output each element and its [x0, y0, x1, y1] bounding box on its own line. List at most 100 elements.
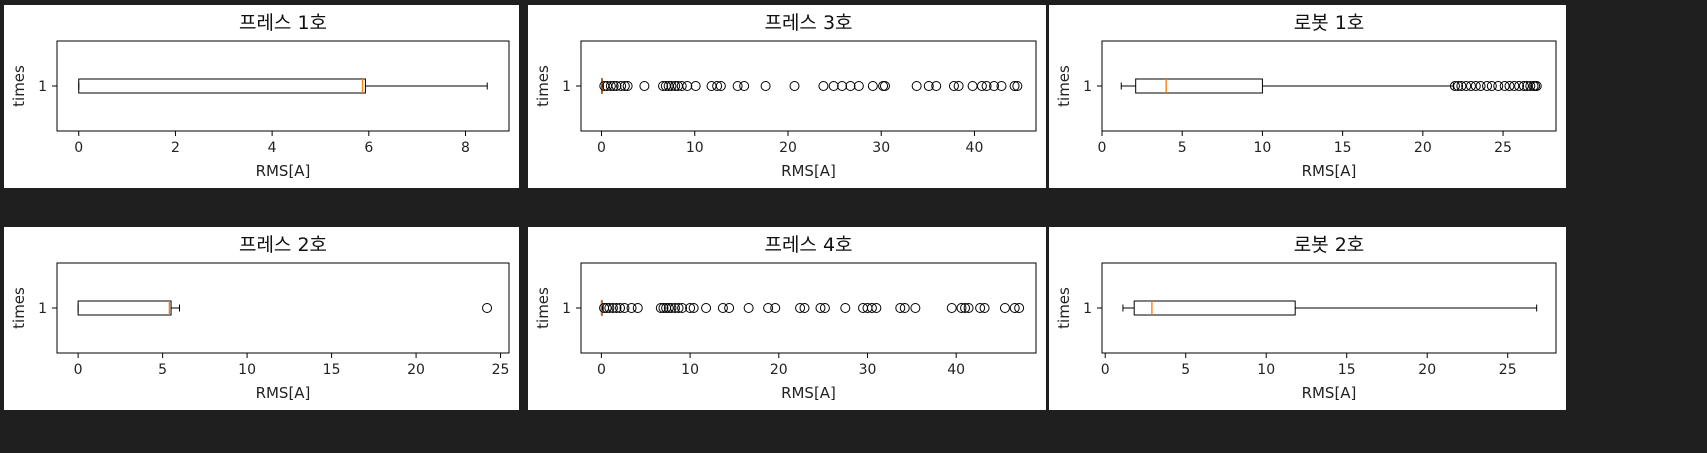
outlier-point: [670, 81, 681, 91]
chart-svg: 프레스 3호 0 10 20 30 40 1 RMS[A] times: [534, 12, 1037, 180]
outlier-point: [795, 303, 806, 313]
chart-title: 프레스 2호: [239, 234, 327, 256]
outlier-point: [837, 81, 848, 91]
x-tick-label: 10: [238, 362, 256, 378]
outlier-point: [666, 81, 677, 91]
outlier-point: [956, 303, 967, 313]
x-tick-label: 5: [1178, 140, 1187, 156]
y-axis-label: times: [10, 287, 28, 329]
x-tick-label: 0: [597, 140, 606, 156]
outlier-point: [677, 303, 688, 313]
chart-panel-press2: 프레스 2호 0 5 10 15 20 25 1 RMS[A] times: [4, 227, 519, 410]
outlier-point: [975, 303, 986, 313]
outlier-point: [658, 81, 669, 91]
outlier-point: [607, 303, 618, 313]
chart-title: 프레스 1호: [239, 12, 327, 34]
outlier-point: [840, 303, 851, 313]
outlier-point: [799, 303, 810, 313]
iqr-box: [77, 300, 172, 316]
axes-frame: [580, 262, 1037, 354]
outlier-point: [601, 303, 612, 313]
outlier-point: [948, 81, 959, 91]
outlier-point: [953, 81, 964, 91]
outlier-point: [976, 81, 987, 91]
outlier-point: [611, 81, 622, 91]
outlier-point: [619, 81, 630, 91]
outlier-point: [1486, 81, 1497, 91]
x-axis-label: RMS[A]: [256, 384, 311, 402]
x-tick-label: 0: [74, 140, 83, 156]
outlier-point: [1475, 81, 1486, 91]
outlier-point: [690, 81, 701, 91]
x-axis-label: RMS[A]: [1302, 384, 1357, 402]
y-axis-label: times: [534, 287, 552, 329]
outlier-point: [663, 303, 674, 313]
outlier-point: [1449, 81, 1460, 91]
outlier-point: [482, 303, 493, 313]
outlier-point: [632, 303, 643, 313]
outlier-point: [1504, 81, 1515, 91]
x-tick-label: 8: [461, 140, 470, 156]
outlier-point: [1522, 81, 1533, 91]
outlier-point: [739, 81, 750, 91]
iqr-box: [1133, 300, 1296, 316]
x-tick-label: 20: [407, 362, 425, 378]
outlier-point: [845, 81, 856, 91]
outlier-point: [989, 81, 1000, 91]
x-axis-label: RMS[A]: [781, 384, 836, 402]
x-tick-label: 20: [1414, 140, 1432, 156]
x-tick-label: 25: [1494, 140, 1512, 156]
chart-title: 프레스 4호: [764, 234, 852, 256]
outlier-point: [911, 81, 922, 91]
outlier-point: [819, 303, 830, 313]
outlier-point: [658, 303, 669, 313]
chart-svg: 로봇 1호 0 5 10 15 20 25 1 RMS[A] times: [1055, 12, 1557, 180]
outlier-point: [910, 303, 921, 313]
x-tick-label: 5: [1181, 362, 1190, 378]
x-tick-label: 30: [859, 362, 877, 378]
x-tick-label: 40: [966, 140, 984, 156]
outlier-point: [878, 81, 889, 91]
y-tick-label: 1: [562, 301, 571, 317]
outlier-point: [1012, 81, 1023, 91]
outlier-point: [1465, 81, 1476, 91]
outlier-point: [1493, 81, 1504, 91]
outlier-point: [706, 81, 717, 91]
outlier-point: [1518, 81, 1529, 91]
x-tick-label: 0: [597, 362, 606, 378]
outlier-point: [604, 303, 615, 313]
chart-title: 로봇 1호: [1294, 12, 1365, 34]
y-axis-label: times: [10, 65, 28, 107]
outlier-point: [743, 303, 754, 313]
y-tick-label: 1: [1083, 79, 1092, 95]
x-tick-label: 0: [1098, 140, 1107, 156]
x-tick-label: 0: [1101, 362, 1110, 378]
x-tick-label: 10: [1257, 362, 1275, 378]
outlier-point: [1461, 81, 1472, 91]
outlier-point: [622, 81, 633, 91]
x-tick-label: 0: [74, 362, 83, 378]
outlier-point: [732, 81, 743, 91]
outlier-point: [760, 81, 771, 91]
x-tick-label: 15: [1338, 362, 1356, 378]
chart-title: 로봇 2호: [1294, 234, 1365, 256]
outlier-point: [879, 81, 890, 91]
x-tick-label: 2: [171, 140, 180, 156]
iqr-box: [1135, 78, 1263, 94]
outlier-point: [1509, 81, 1520, 91]
x-axis-label: RMS[A]: [1302, 162, 1357, 180]
chart-panel-press3: 프레스 3호 0 10 20 30 40 1 RMS[A] times: [528, 5, 1046, 188]
outlier-point: [923, 81, 934, 91]
outlier-point: [963, 303, 974, 313]
x-tick-label: 20: [779, 140, 797, 156]
outlier-point: [867, 81, 878, 91]
y-axis-label: times: [1055, 65, 1073, 107]
y-axis-label: times: [534, 65, 552, 107]
x-tick-label: 10: [681, 362, 699, 378]
outlier-point: [871, 303, 882, 313]
outlier-point: [676, 81, 687, 91]
x-tick-label: 15: [1334, 140, 1352, 156]
chart-title: 프레스 3호: [764, 12, 852, 34]
outlier-point: [763, 303, 774, 313]
x-tick-label: 30: [872, 140, 890, 156]
